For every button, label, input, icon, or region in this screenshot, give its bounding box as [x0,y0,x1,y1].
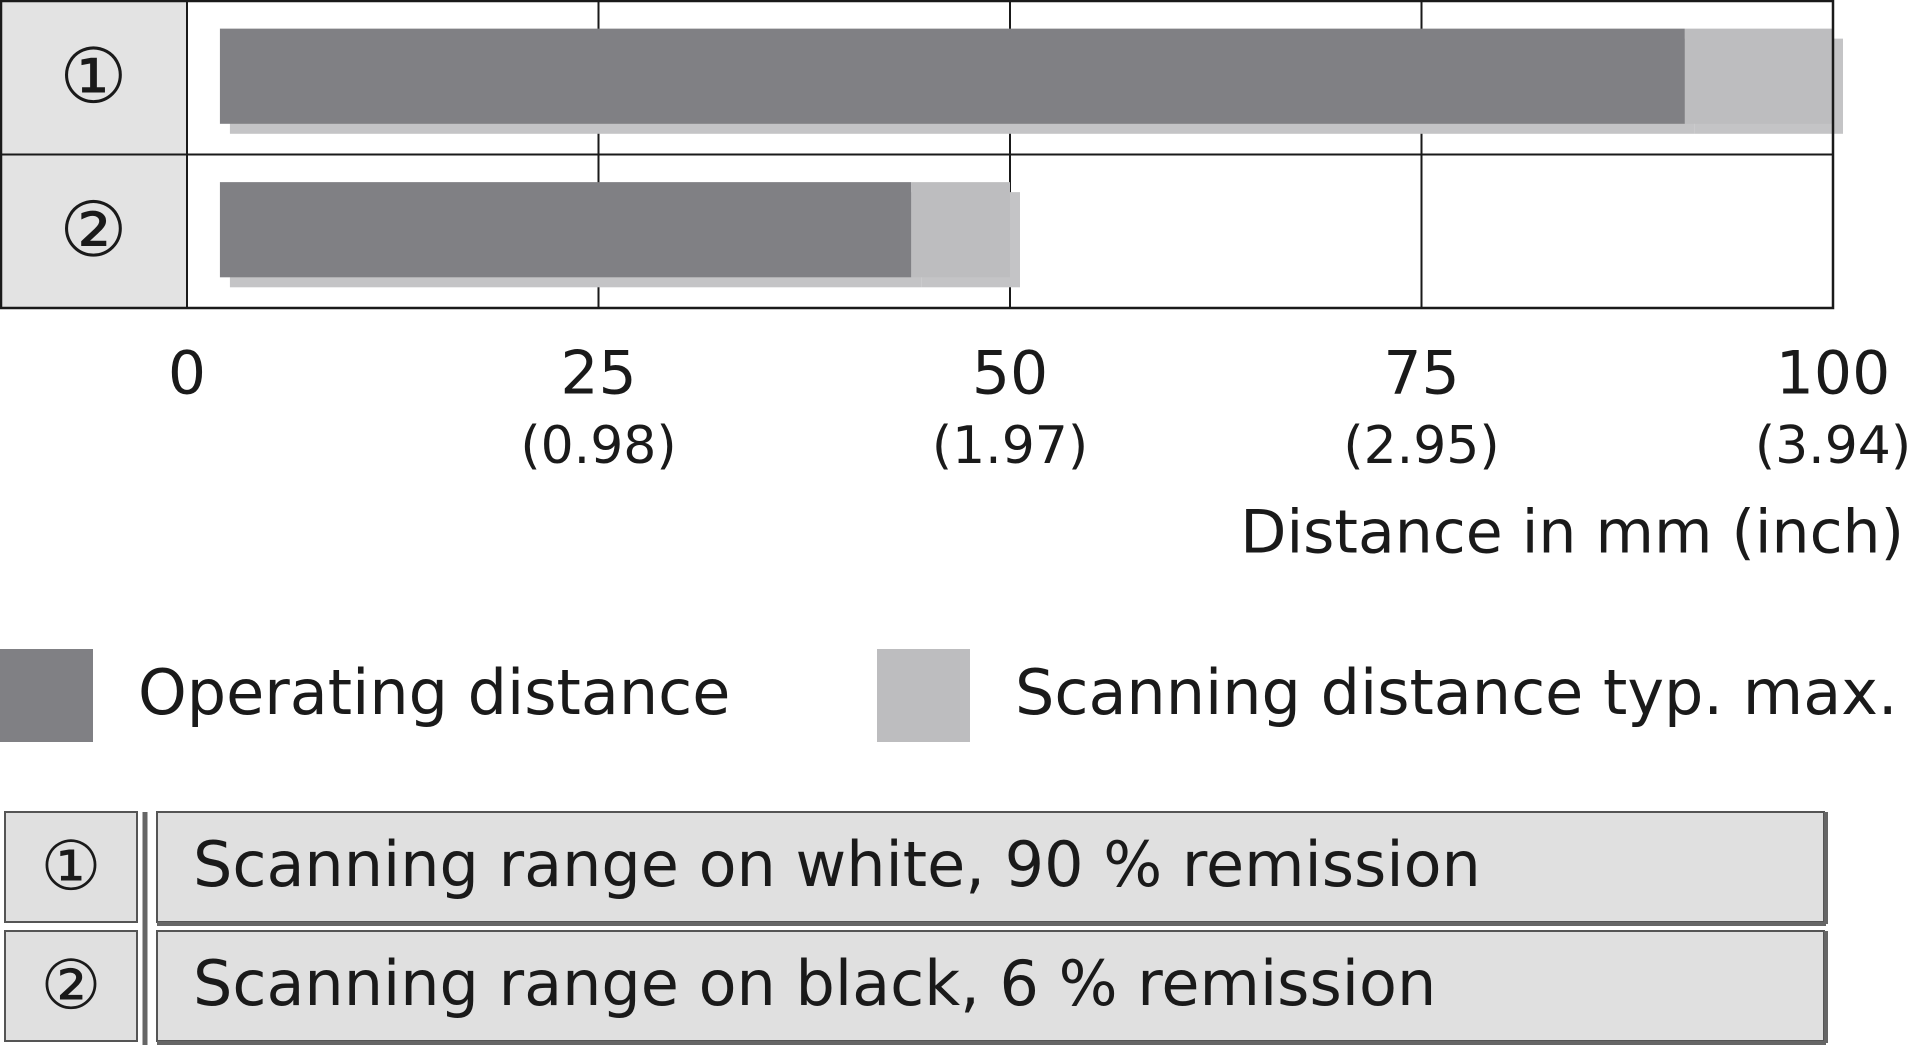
legend-label: Operating distance [138,656,730,729]
bar [1684,28,1833,124]
legend-swatch [877,649,970,742]
bar [219,182,912,278]
x-tick-label: 100 [1776,339,1891,409]
note-text-cell [156,930,1825,1042]
x-axis-label: Distance in mm (inch) [1240,498,1904,568]
bar [911,182,1010,278]
note-marker: ② [41,947,102,1026]
note-marker-cell [4,930,138,1042]
category-label: ① [59,32,127,121]
category-label: ② [59,185,127,274]
legend-swatch [0,649,93,742]
x-tick-sublabel: (2.95) [1343,416,1499,476]
note-marker-cell [4,811,138,923]
legend-label: Scanning distance typ. max. [1015,656,1898,729]
x-tick-label: 25 [560,339,636,409]
note-text: Scanning range on black, 6 % remission [193,947,1436,1020]
note-text: Scanning range on white, 90 % remission [193,828,1481,901]
x-tick-sublabel: (3.94) [1755,416,1911,476]
x-tick-sublabel: (1.97) [932,416,1088,476]
x-tick-label: 75 [1383,339,1459,409]
x-tick-label: 0 [168,339,206,409]
x-tick-sublabel: (0.98) [520,416,676,476]
note-marker: ① [41,828,102,907]
x-tick-label: 50 [972,339,1048,409]
bar [219,28,1685,124]
plot-frame [0,0,1835,310]
note-text-cell [156,811,1825,923]
